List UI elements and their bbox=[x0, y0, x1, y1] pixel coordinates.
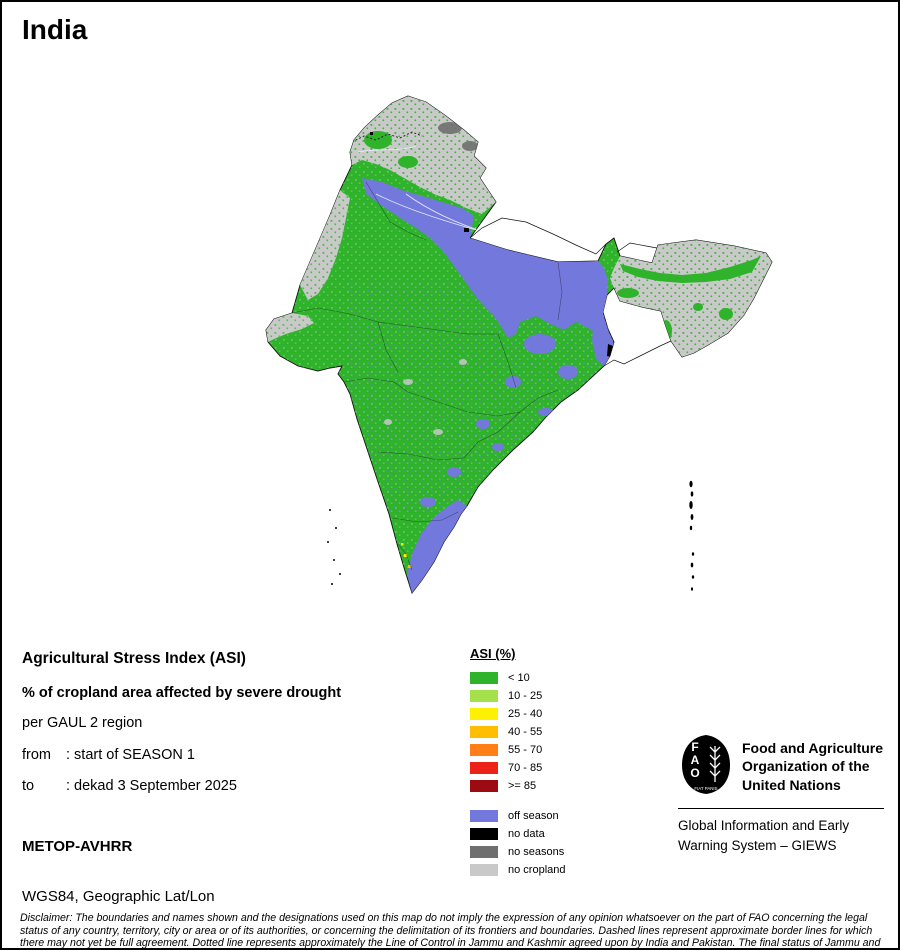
legend-label: no cropland bbox=[508, 864, 566, 876]
legend-row: 40 - 55 bbox=[470, 723, 630, 741]
period-to: to : dekad 3 September 2025 bbox=[22, 778, 237, 794]
assam-valley-green bbox=[620, 256, 761, 283]
period-from: from : start of SEASON 1 bbox=[22, 747, 195, 763]
legend-swatch bbox=[470, 762, 498, 774]
legend-label: off season bbox=[508, 810, 559, 822]
legend-label: 10 - 25 bbox=[508, 690, 543, 702]
legend-label: 40 - 55 bbox=[508, 726, 543, 738]
legend: ASI (%) < 10 10 - 25 25 - 40 40 - 55 55 … bbox=[470, 646, 630, 879]
no-data-spot-kolkata bbox=[607, 344, 618, 358]
off-season-plain bbox=[362, 178, 608, 338]
line-of-control bbox=[351, 131, 423, 143]
tripura-green bbox=[660, 320, 672, 342]
legend-row: no data bbox=[470, 825, 630, 843]
rann-speckle bbox=[266, 313, 314, 342]
legend-label: no data bbox=[508, 828, 545, 840]
himalaya-speckle bbox=[350, 96, 496, 214]
fao-name-line: United Nations bbox=[742, 776, 841, 793]
legend-label: >= 85 bbox=[508, 780, 537, 792]
legend-row: 25 - 40 bbox=[470, 705, 630, 723]
page-title: India bbox=[22, 14, 88, 45]
neighbour-boundaries bbox=[469, 217, 672, 367]
legend-title: ASI (%) bbox=[470, 646, 516, 661]
legend-swatch bbox=[470, 828, 498, 840]
legend-row: no cropland bbox=[470, 861, 630, 879]
ladakh-no-seasons bbox=[438, 122, 462, 134]
legend-row: >= 85 bbox=[470, 777, 630, 795]
asi-yellow-dot-2 bbox=[401, 543, 404, 546]
bhutan-north-border bbox=[616, 242, 658, 253]
legend-swatch bbox=[470, 726, 498, 738]
no-data-spot-delhi bbox=[464, 228, 469, 232]
manipur-green bbox=[719, 308, 733, 320]
nagaland-green bbox=[693, 303, 703, 311]
fao-name-line: Organization of the bbox=[742, 758, 870, 775]
asi-yellow-dot bbox=[404, 554, 407, 557]
fao-name-line: Food and Agriculture bbox=[742, 740, 884, 756]
kashmir-green-2 bbox=[398, 156, 418, 168]
no-data-spot-nw bbox=[370, 132, 373, 135]
northeast-speckle bbox=[610, 240, 772, 357]
from-label: from bbox=[22, 747, 51, 763]
legend-label: < 10 bbox=[508, 672, 530, 684]
giews-line: Warning System – GIEWS bbox=[678, 838, 837, 854]
thar-speckle bbox=[300, 190, 350, 300]
kashmir-valley-green bbox=[364, 131, 392, 149]
legend-label: no seasons bbox=[508, 846, 565, 858]
andaman-nicobar-islands bbox=[689, 480, 695, 591]
to-value: : dekad 3 September 2025 bbox=[66, 778, 237, 794]
map-regions bbox=[266, 96, 772, 593]
giews-caption: Global Information and Early Warning Sys… bbox=[678, 816, 849, 857]
india-asi-map bbox=[265, 95, 773, 594]
asi-orange-dot bbox=[408, 565, 411, 568]
legend-row: < 10 bbox=[470, 669, 630, 687]
nepal-north-border bbox=[469, 217, 607, 255]
legend-swatch bbox=[470, 690, 498, 702]
legend-swatch bbox=[470, 708, 498, 720]
disclaimer-text: Disclaimer: The boundaries and names sho… bbox=[20, 912, 881, 950]
legend-swatch bbox=[470, 744, 498, 756]
fao-motto: FIAT PANIS bbox=[694, 786, 717, 791]
sensor-name: METOP-AVHRR bbox=[22, 838, 133, 855]
meghalaya-green bbox=[617, 288, 639, 298]
legend-swatch bbox=[470, 810, 498, 822]
lakshadweep-islands bbox=[327, 509, 341, 585]
projection-name: WGS84, Geographic Lat/Lon bbox=[22, 888, 215, 905]
legend-row: no seasons bbox=[470, 843, 630, 861]
legend-swatch bbox=[470, 846, 498, 858]
from-value: : start of SEASON 1 bbox=[66, 747, 195, 763]
legend-swatch bbox=[470, 780, 498, 792]
fao-organization-name: Food and Agriculture Organization of the… bbox=[742, 739, 883, 794]
tamilnadu-off-season bbox=[407, 500, 467, 593]
legend-swatch bbox=[470, 672, 498, 684]
legend-row: off season bbox=[470, 807, 630, 825]
ladakh-no-seasons-2 bbox=[462, 141, 478, 151]
giews-line: Global Information and Early bbox=[678, 818, 850, 833]
bangladesh-coast bbox=[603, 340, 672, 367]
legend-row: 55 - 70 bbox=[470, 741, 630, 759]
legend-swatch bbox=[470, 864, 498, 876]
footer-divider bbox=[678, 808, 884, 809]
state-boundaries bbox=[291, 181, 563, 571]
legend-row: 70 - 85 bbox=[470, 759, 630, 777]
deccan-no-cropland-patches bbox=[384, 359, 467, 435]
to-label: to bbox=[22, 778, 35, 794]
wheat-icon bbox=[709, 746, 721, 782]
legend-row: 10 - 25 bbox=[470, 687, 630, 705]
legend-label: 70 - 85 bbox=[508, 762, 543, 774]
gaul-region-line: per GAUL 2 region bbox=[22, 715, 143, 731]
legend-label: 55 - 70 bbox=[508, 744, 543, 756]
asi-heading: Agricultural Stress Index (ASI) bbox=[22, 650, 246, 667]
legend-label: 25 - 40 bbox=[508, 708, 543, 720]
asi-subheading: % of cropland area affected by severe dr… bbox=[22, 685, 342, 701]
off-season-patches bbox=[420, 334, 578, 507]
